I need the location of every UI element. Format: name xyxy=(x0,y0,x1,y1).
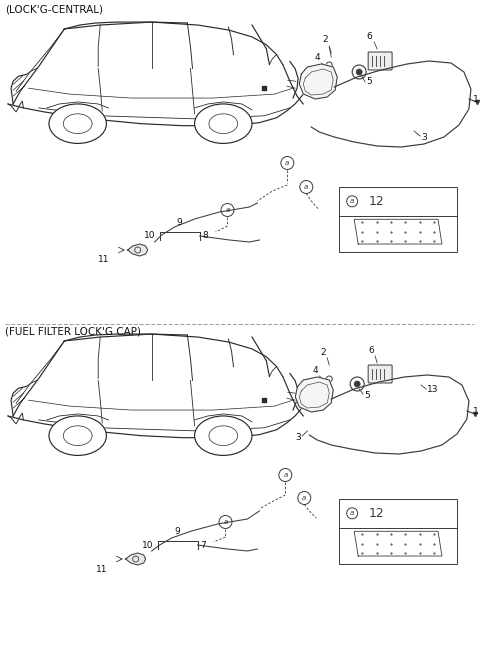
FancyBboxPatch shape xyxy=(368,52,392,70)
Text: a: a xyxy=(350,510,354,516)
Polygon shape xyxy=(300,64,337,99)
Text: 10: 10 xyxy=(144,232,156,241)
Text: a: a xyxy=(285,160,289,166)
Ellipse shape xyxy=(194,104,252,144)
Text: a: a xyxy=(304,184,309,190)
Text: 9: 9 xyxy=(177,218,182,227)
Text: 5: 5 xyxy=(364,391,370,399)
Text: 6: 6 xyxy=(368,346,374,355)
Text: 13: 13 xyxy=(427,386,439,395)
Text: a: a xyxy=(225,207,229,213)
Ellipse shape xyxy=(63,426,92,446)
Text: a: a xyxy=(223,519,228,525)
Text: 4: 4 xyxy=(312,366,318,375)
Text: (FUEL FILTER LOCK'G CAP): (FUEL FILTER LOCK'G CAP) xyxy=(5,327,141,337)
Text: 6: 6 xyxy=(366,32,372,41)
Ellipse shape xyxy=(49,416,107,455)
Text: 7: 7 xyxy=(201,540,206,549)
Bar xyxy=(339,499,457,564)
Text: 3: 3 xyxy=(421,133,427,142)
Text: 11: 11 xyxy=(96,564,108,573)
Ellipse shape xyxy=(209,114,238,133)
Text: 8: 8 xyxy=(203,232,208,241)
Bar xyxy=(339,187,457,252)
Text: a: a xyxy=(302,495,306,501)
Circle shape xyxy=(356,69,362,75)
Ellipse shape xyxy=(209,426,238,446)
Text: 1: 1 xyxy=(473,94,479,104)
Text: 12: 12 xyxy=(369,507,385,520)
Text: 2: 2 xyxy=(321,348,326,357)
Text: 10: 10 xyxy=(142,540,154,549)
Text: a: a xyxy=(350,198,354,204)
FancyBboxPatch shape xyxy=(368,365,392,383)
Text: 9: 9 xyxy=(175,527,180,536)
Text: 3: 3 xyxy=(296,432,301,441)
Ellipse shape xyxy=(194,416,252,455)
Circle shape xyxy=(354,381,360,387)
Polygon shape xyxy=(128,244,148,256)
Text: 12: 12 xyxy=(369,195,385,208)
Text: a: a xyxy=(283,472,288,478)
Polygon shape xyxy=(295,377,333,412)
Text: 4: 4 xyxy=(314,53,320,62)
Text: 5: 5 xyxy=(366,78,372,87)
Text: 2: 2 xyxy=(323,35,328,44)
Polygon shape xyxy=(126,553,145,565)
Text: 11: 11 xyxy=(98,256,110,265)
Text: (LOCK'G-CENTRAL): (LOCK'G-CENTRAL) xyxy=(5,4,103,14)
Ellipse shape xyxy=(63,114,92,133)
Text: 1: 1 xyxy=(473,406,479,415)
Ellipse shape xyxy=(49,104,107,144)
